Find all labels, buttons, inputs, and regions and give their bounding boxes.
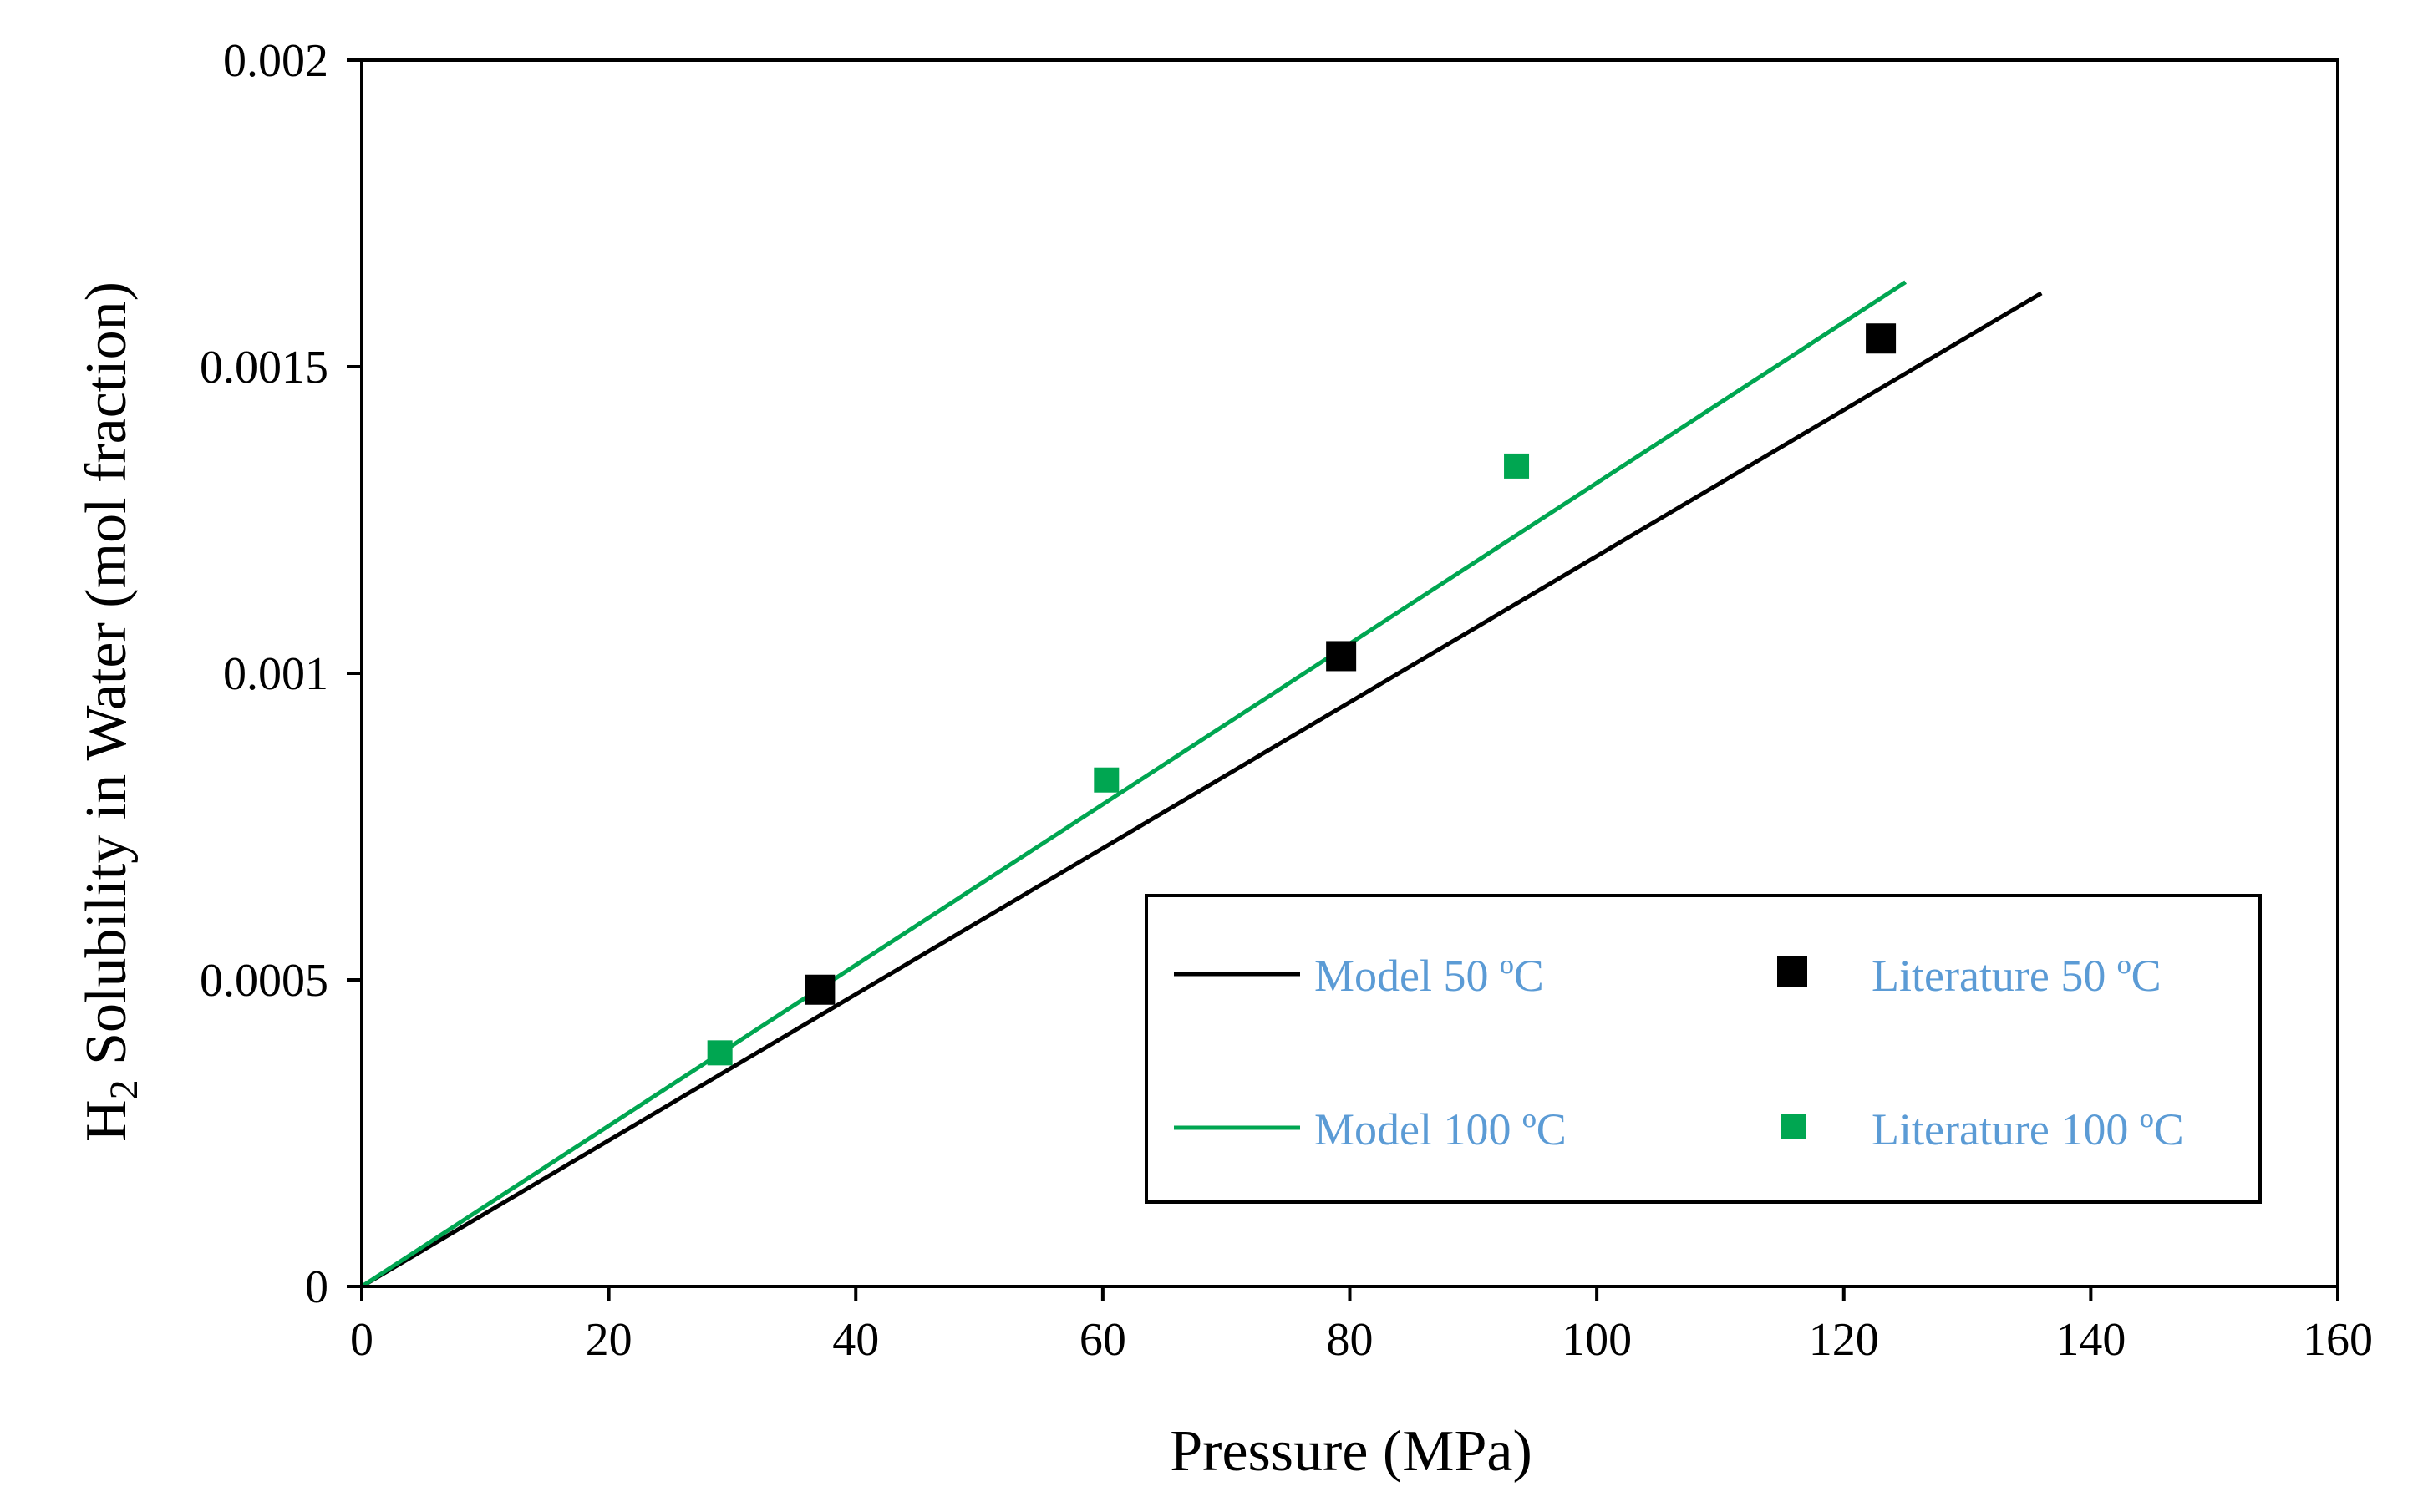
- x-tick-label: 160: [2303, 1314, 2373, 1366]
- data-point: [1094, 767, 1120, 793]
- x-tick-label: 60: [1080, 1314, 1126, 1366]
- y-tick-label: 0.0005: [200, 955, 328, 1007]
- legend-label-model-100: Model 100 ºC: [1314, 1104, 1567, 1154]
- legend-label-literature-50: Literature 50 ºC: [1872, 951, 2162, 1001]
- legend: Model 50 ºC Literature 50 ºC Model 100 º…: [1145, 894, 2262, 1204]
- y-axis-title-subscript: 2: [102, 1079, 146, 1099]
- legend-swatch-literature-50: [1777, 956, 1807, 987]
- y-tick-label: 0.001: [223, 648, 328, 700]
- x-tick-label: 140: [2055, 1314, 2126, 1366]
- series-points: [707, 323, 1897, 1066]
- data-point: [1866, 323, 1897, 354]
- model-line-0: [360, 291, 2043, 1289]
- y-tick-label: 0: [305, 1261, 328, 1313]
- y-tick-label: 0.002: [223, 35, 328, 87]
- y-tick-label: 0.0015: [200, 342, 328, 393]
- x-tick-label: 80: [1327, 1314, 1374, 1366]
- x-tick-label: 40: [832, 1314, 879, 1366]
- y-axis-title: H2 Solubility in Water (mol fraction): [74, 282, 146, 1142]
- data-point: [707, 1040, 733, 1066]
- x-tick-label: 120: [1809, 1314, 1879, 1366]
- data-point: [1326, 641, 1357, 672]
- data-point: [1504, 453, 1530, 479]
- x-tick-label: 20: [586, 1314, 632, 1366]
- x-tick-label: 100: [1562, 1314, 1632, 1366]
- legend-label-literature-100: Literature 100 ºC: [1872, 1104, 2184, 1154]
- legend-swatch-literature-100: [1781, 1114, 1806, 1139]
- legend-label-model-50: Model 50 ºC: [1314, 951, 1544, 1001]
- x-tick-labels: 0 20 40 60 80 100 120 140 160: [350, 1314, 2373, 1366]
- x-axis-title: Pressure (MPa): [1170, 1419, 1532, 1484]
- y-axis-title-rest: Solubility in Water (mol fraction): [74, 282, 139, 1079]
- y-axis-title-prefix: H: [74, 1099, 139, 1142]
- x-ticks: [360, 1286, 2339, 1301]
- y-ticks: [347, 58, 362, 1288]
- series-lines: [360, 280, 2043, 1289]
- x-tick-label: 0: [350, 1314, 373, 1366]
- data-point: [805, 974, 836, 1005]
- model-line-1: [360, 280, 1908, 1289]
- y-tick-labels: 0 0.0005 0.001 0.0015 0.002: [200, 35, 328, 1313]
- legend-box: [1145, 894, 2262, 1204]
